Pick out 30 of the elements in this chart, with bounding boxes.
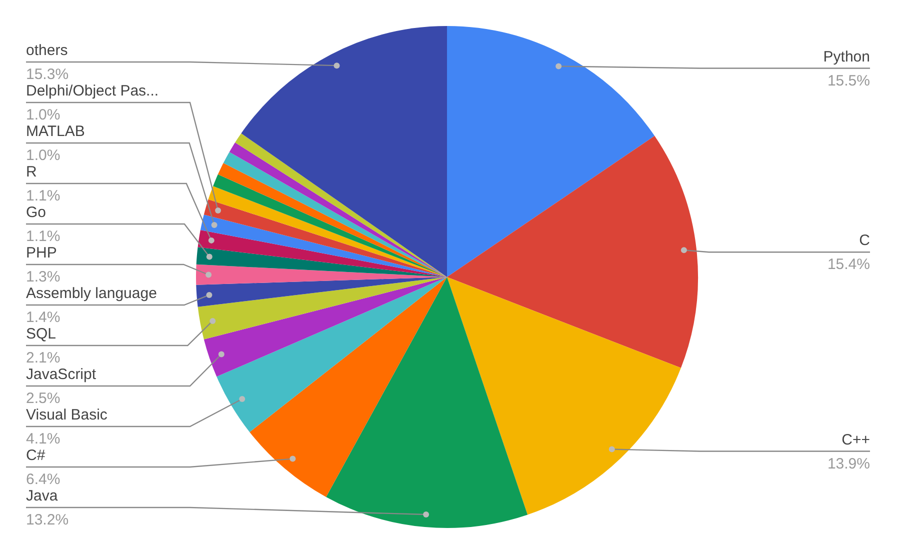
slice-label: Go — [26, 204, 46, 221]
data-label: 1.0% — [26, 106, 60, 124]
slice-label: SQL — [26, 326, 56, 342]
data-label: 15.4% — [827, 256, 870, 274]
data-label: 1.3% — [26, 268, 60, 286]
slice-label: Java — [26, 488, 58, 504]
data-label: 1.1% — [26, 228, 60, 245]
slice-label: R — [26, 164, 37, 180]
data-label: 1.1% — [26, 188, 60, 204]
data-label: 13.9% — [827, 455, 870, 472]
slice-label: Python — [823, 48, 870, 66]
slice-label: JavaScript — [26, 366, 97, 383]
slice-label: Delphi/Object Pas... — [26, 82, 159, 100]
slice-label: others — [26, 42, 68, 59]
slice-label: C# — [26, 447, 46, 464]
slice-label: Visual Basic — [26, 406, 108, 424]
data-label: 2.1% — [26, 350, 60, 366]
data-label: 1.0% — [26, 147, 60, 164]
slice-label: C++ — [842, 431, 870, 448]
slice-label: Assembly language — [26, 285, 157, 302]
data-label: 1.4% — [26, 309, 60, 326]
data-label: 2.5% — [26, 390, 60, 407]
slice-label: C — [859, 232, 870, 250]
data-label: 13.2% — [26, 512, 69, 528]
data-label: 4.1% — [26, 430, 60, 448]
slice-label: MATLAB — [26, 123, 85, 140]
data-label: 15.3% — [26, 66, 69, 83]
data-label: 6.4% — [26, 471, 60, 488]
slice-label: PHP — [26, 244, 57, 262]
data-label: 15.5% — [827, 72, 870, 90]
